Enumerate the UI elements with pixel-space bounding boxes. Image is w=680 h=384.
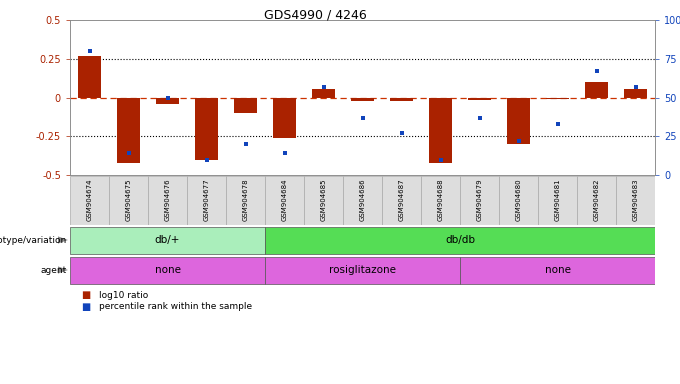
Bar	[70, 175, 109, 225]
Text: GSM904683: GSM904683	[632, 179, 639, 221]
Text: ■: ■	[82, 290, 91, 300]
Text: none: none	[154, 265, 180, 275]
Text: GSM904679: GSM904679	[477, 179, 483, 221]
Bar	[226, 175, 265, 225]
Text: rosiglitazone: rosiglitazone	[329, 265, 396, 275]
Text: ■: ■	[82, 302, 91, 312]
Text: db/+: db/+	[155, 235, 180, 245]
Text: GSM904675: GSM904675	[126, 179, 131, 221]
Text: none: none	[545, 265, 571, 275]
Bar	[616, 175, 655, 225]
Bar	[507, 98, 530, 144]
Text: GSM904688: GSM904688	[437, 179, 443, 221]
Bar	[117, 98, 140, 162]
Bar	[78, 56, 101, 98]
Bar	[148, 175, 187, 225]
Text: genotype/variation: genotype/variation	[0, 235, 67, 245]
Bar	[304, 175, 343, 225]
Bar	[460, 257, 655, 283]
Bar	[429, 98, 452, 162]
Bar	[265, 227, 655, 253]
Text: GDS4990 / 4246: GDS4990 / 4246	[264, 8, 367, 22]
Polygon shape	[58, 236, 68, 244]
Bar	[194, 98, 218, 159]
Text: agent: agent	[40, 265, 67, 275]
Bar	[421, 175, 460, 225]
Bar	[468, 98, 491, 100]
Bar	[351, 98, 374, 101]
Text: GSM904684: GSM904684	[282, 179, 288, 221]
Bar	[265, 175, 304, 225]
Text: GSM904678: GSM904678	[243, 179, 248, 221]
Bar	[70, 227, 265, 253]
Bar	[390, 98, 413, 101]
Bar	[538, 175, 577, 225]
Text: GSM904685: GSM904685	[320, 179, 326, 221]
Bar	[109, 175, 148, 225]
Bar	[546, 98, 569, 99]
Text: GSM904686: GSM904686	[360, 179, 366, 221]
Text: GSM904677: GSM904677	[203, 179, 209, 221]
Text: log10 ratio: log10 ratio	[99, 291, 148, 300]
Bar	[70, 257, 265, 283]
Text: db/db: db/db	[445, 235, 475, 245]
Bar	[156, 98, 180, 104]
Bar	[585, 82, 608, 98]
Text: percentile rank within the sample: percentile rank within the sample	[99, 302, 252, 311]
Bar	[499, 175, 538, 225]
Bar	[273, 98, 296, 138]
Bar	[382, 175, 421, 225]
Bar	[577, 175, 616, 225]
Text: GSM904674: GSM904674	[86, 179, 92, 221]
Bar	[343, 175, 382, 225]
Bar	[624, 89, 647, 98]
Polygon shape	[58, 266, 68, 274]
Text: GSM904680: GSM904680	[515, 179, 522, 221]
Bar	[187, 175, 226, 225]
Text: GSM904682: GSM904682	[594, 179, 600, 221]
Text: GSM904681: GSM904681	[554, 179, 560, 221]
Bar	[312, 89, 335, 98]
Bar	[234, 98, 257, 113]
Text: GSM904676: GSM904676	[165, 179, 171, 221]
Bar	[460, 175, 499, 225]
Bar	[265, 257, 460, 283]
Text: GSM904687: GSM904687	[398, 179, 405, 221]
